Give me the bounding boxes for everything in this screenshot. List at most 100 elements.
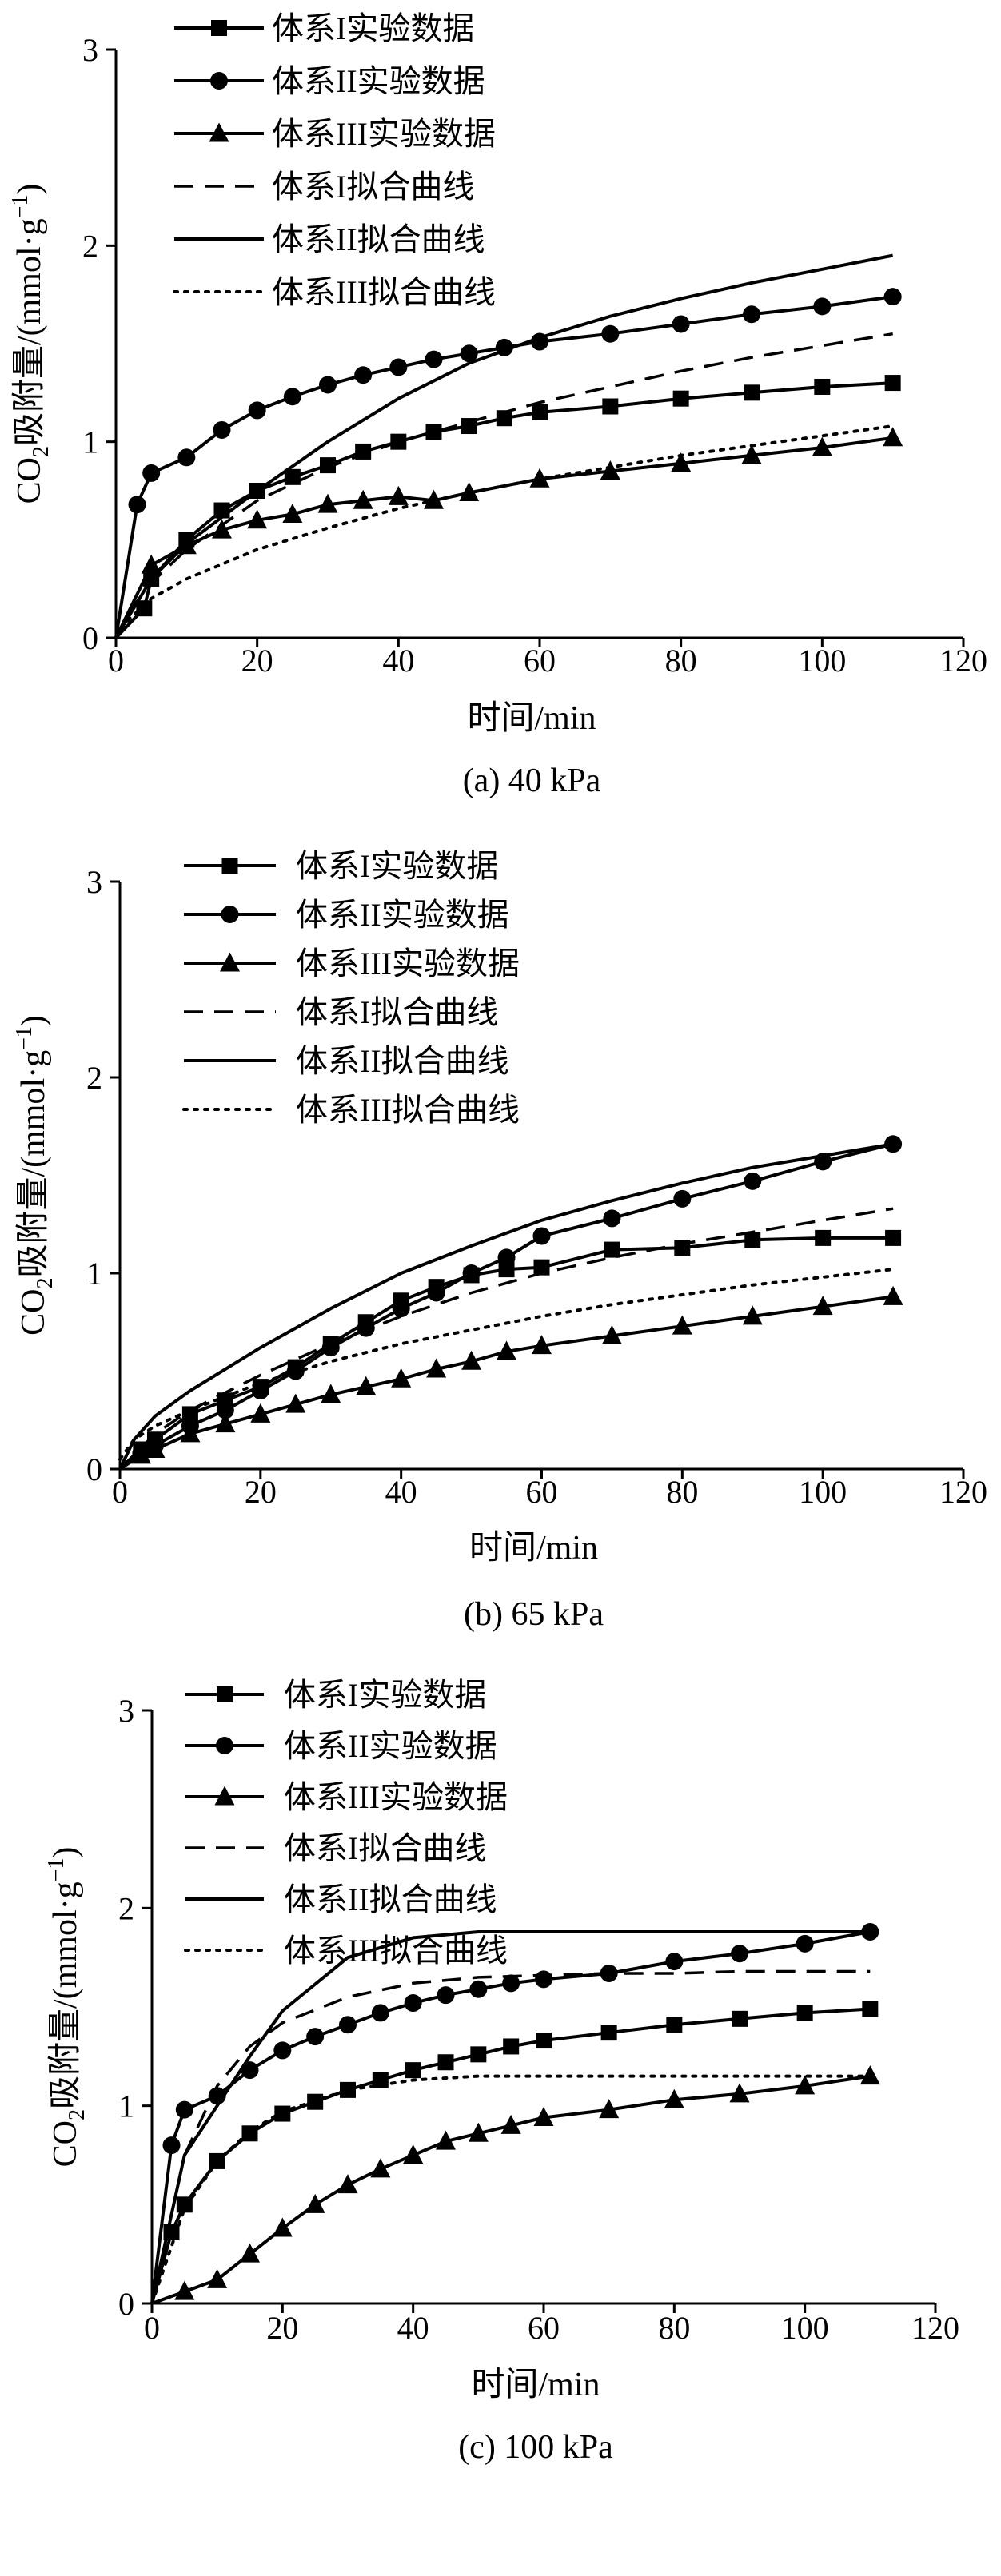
- x-tick-label: 60: [526, 1474, 558, 1510]
- legend-label: 体系III实验数据: [296, 946, 520, 981]
- legend-item: 体系I拟合曲线: [184, 994, 498, 1030]
- data-point: [796, 2005, 813, 2021]
- data-point: [497, 1340, 517, 1360]
- x-axis-label: 时间/min: [467, 700, 596, 737]
- y-tick-label: 2: [82, 228, 98, 264]
- data-point: [529, 468, 550, 488]
- data-point: [604, 1241, 620, 1258]
- data-point: [403, 2144, 424, 2164]
- y-tick-label: 3: [82, 32, 98, 68]
- data-point: [795, 2075, 816, 2095]
- legend-item: 体系II拟合曲线: [174, 221, 485, 257]
- series-2: [114, 288, 902, 639]
- data-point: [459, 481, 480, 501]
- data-point: [742, 1305, 763, 1325]
- y-axis-label-superscript: −1: [8, 195, 33, 219]
- series-5: [150, 1930, 871, 2304]
- y-tick-label: 3: [86, 864, 102, 900]
- data-point: [370, 2158, 391, 2178]
- series-5: [114, 253, 894, 639]
- data-point: [389, 358, 408, 376]
- y-axis-label-unit: 吸附量/(mmol·g: [11, 218, 48, 446]
- data-point: [468, 2122, 489, 2142]
- x-axis-label: 时间/min: [471, 2367, 600, 2403]
- data-point: [672, 390, 689, 407]
- data-point: [885, 1229, 902, 1246]
- data-point: [213, 420, 231, 439]
- legend-marker: [209, 122, 229, 142]
- y-axis-label-unit: 吸附量/(mmol·g: [15, 1050, 52, 1278]
- data-point: [532, 1335, 552, 1355]
- legend-item: 体系III拟合曲线: [184, 1933, 508, 1969]
- data-point: [215, 1413, 236, 1433]
- series-3: [118, 1285, 903, 1471]
- legend-item: 体系II实验数据: [174, 63, 485, 99]
- legend: 体系I实验数据体系II实验数据体系III实验数据体系I拟合曲线体系II拟合曲线体…: [173, 10, 496, 310]
- series-line: [150, 2074, 872, 2305]
- legend-marker: [221, 906, 239, 923]
- legend-marker: [217, 1686, 233, 1702]
- data-point: [462, 1264, 481, 1282]
- y-axis-label-subscript: 2: [29, 446, 54, 457]
- data-point: [861, 1923, 879, 1941]
- legend: 体系I实验数据体系II实验数据体系III实验数据体系I拟合曲线体系II拟合曲线体…: [184, 1677, 508, 1969]
- legend-label: 体系III拟合曲线: [272, 274, 496, 310]
- data-point: [883, 288, 902, 306]
- legend-item: 体系I实验数据: [184, 848, 498, 884]
- series-line: [150, 1969, 871, 2304]
- data-point: [601, 324, 620, 343]
- data-point: [207, 2268, 228, 2288]
- legend-marker: [220, 952, 240, 972]
- series-line: [114, 332, 893, 639]
- y-axis-label-close: ): [47, 1847, 84, 1858]
- data-point: [672, 1315, 692, 1335]
- x-tick-label: 0: [144, 2310, 160, 2346]
- legend-label: 体系III拟合曲线: [296, 1092, 520, 1128]
- data-point: [815, 1229, 832, 1246]
- y-axis-label-superscript: −1: [44, 1858, 69, 1882]
- data-point: [427, 1284, 445, 1302]
- legend-label: 体系I实验数据: [296, 848, 498, 884]
- series-1: [114, 375, 901, 639]
- y-tick-label: 2: [86, 1060, 102, 1096]
- data-point: [141, 554, 162, 574]
- y-axis-label-main: CO: [11, 457, 48, 504]
- legend-label: 体系II实验数据: [284, 1728, 497, 1764]
- data-point: [251, 1382, 269, 1399]
- y-axis-label-close: ): [11, 184, 48, 195]
- data-point: [744, 1172, 762, 1190]
- data-point: [812, 436, 832, 456]
- data-point: [812, 1296, 833, 1316]
- series-4: [114, 332, 893, 639]
- data-point: [671, 452, 692, 472]
- series-line: [150, 1930, 871, 2304]
- data-point: [174, 2280, 195, 2300]
- data-point: [500, 2114, 521, 2134]
- y-tick-label: 0: [82, 620, 98, 656]
- data-point: [883, 1285, 903, 1305]
- data-point: [666, 2017, 683, 2033]
- data-point: [337, 2174, 358, 2194]
- series-5: [118, 1142, 894, 1470]
- x-tick-label: 0: [112, 1474, 128, 1510]
- legend-label: 体系II实验数据: [272, 63, 485, 99]
- data-point: [469, 1980, 488, 1998]
- y-tick-label: 3: [118, 1693, 134, 1729]
- legend-item: 体系III拟合曲线: [173, 274, 496, 310]
- legend: 体系I实验数据体系II实验数据体系III实验数据体系I拟合曲线体系II拟合曲线体…: [182, 848, 520, 1128]
- data-point: [436, 2130, 456, 2150]
- data-point: [461, 1350, 482, 1370]
- x-tick-label: 40: [385, 1474, 417, 1510]
- series-3: [151, 2065, 880, 2305]
- data-point: [177, 448, 196, 467]
- data-point: [536, 2033, 552, 2049]
- data-point: [437, 1986, 455, 2005]
- series-4: [150, 1969, 871, 2304]
- data-point: [600, 2025, 617, 2041]
- y-axis-label-subscript: 2: [65, 2109, 90, 2120]
- data-point: [503, 2038, 520, 2055]
- legend-item: 体系I实验数据: [174, 10, 474, 46]
- y-axis-label-unit: 吸附量/(mmol·g: [47, 1881, 84, 2109]
